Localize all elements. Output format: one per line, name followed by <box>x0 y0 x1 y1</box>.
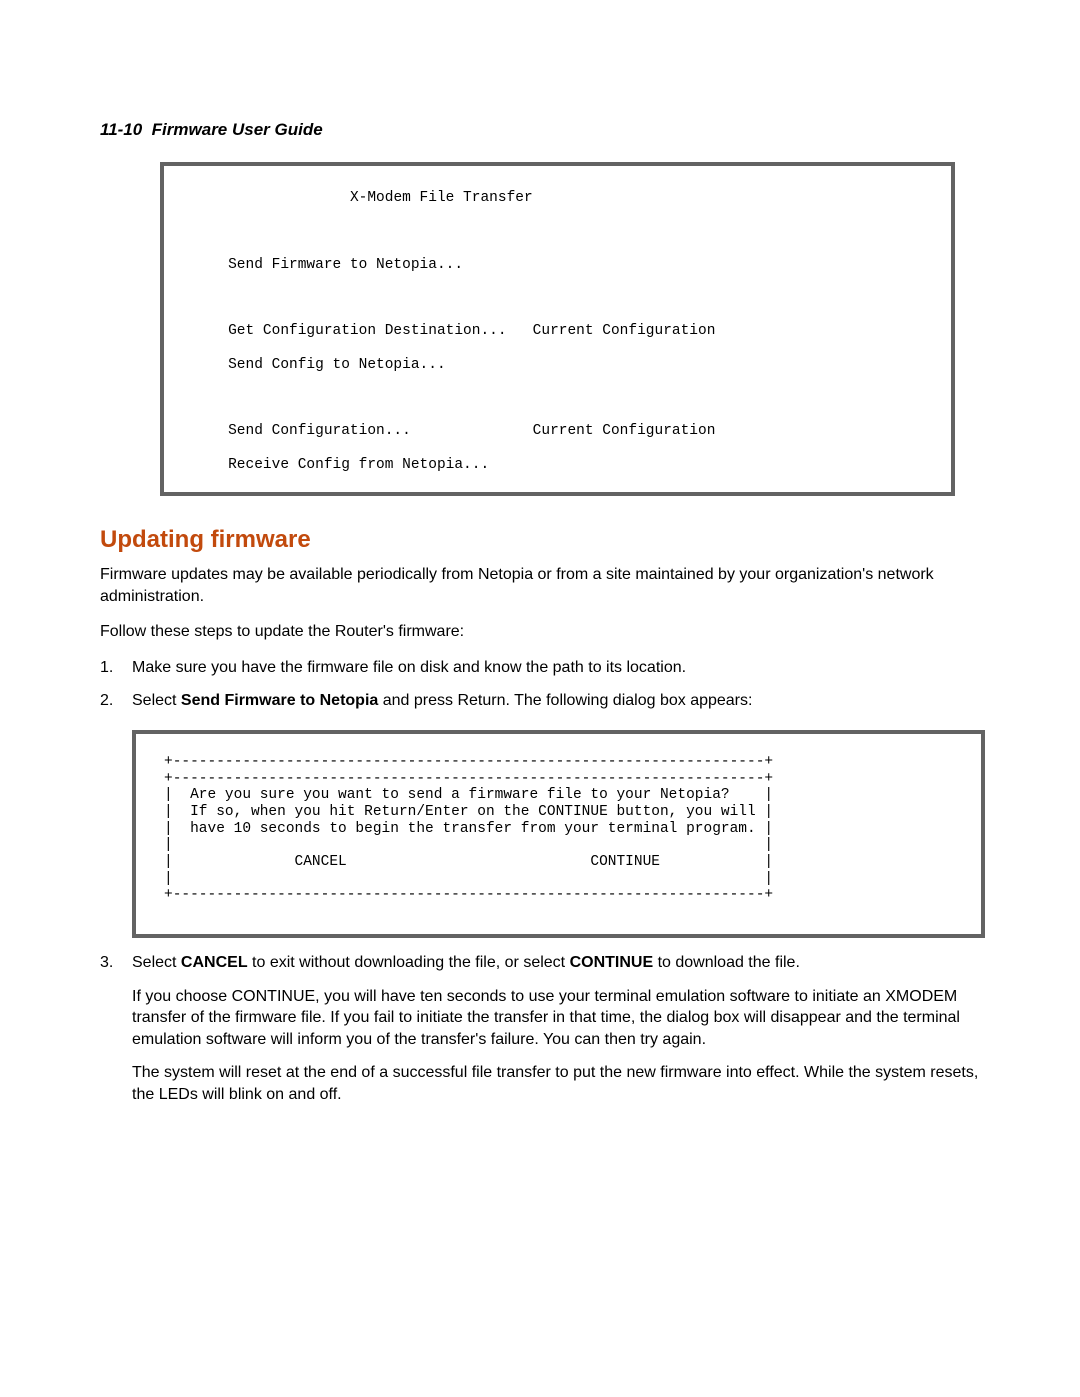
step-3: Select CANCEL to exit without downloadin… <box>100 952 985 1106</box>
dialog-blank2: | | <box>164 871 953 888</box>
dialog-buttons-line: | CANCEL CONTINUE | <box>164 854 953 871</box>
follow-paragraph: Follow these steps to update the Router'… <box>100 621 985 643</box>
dialog-blank: | | <box>164 837 953 854</box>
step-3-text-b: to exit without downloading the file, or… <box>248 954 570 971</box>
step-3-para-1: If you choose CONTINUE, you will have te… <box>132 986 985 1051</box>
dialog-border-bot: +---------------------------------------… <box>164 887 953 904</box>
terminal-line: Send Firmware to Netopia... <box>202 257 913 274</box>
terminal-blank <box>202 290 913 307</box>
step-2-bold: Send Firmware to Netopia <box>181 692 378 709</box>
step-2-text-b: and press Return. The following dialog b… <box>378 692 752 709</box>
page-ref: 11-10 <box>100 120 142 139</box>
current-config-value-1: Current Configuration <box>533 323 716 339</box>
get-config-dest-label: Get Configuration Destination... <box>228 323 506 339</box>
send-firmware-label: Send Firmware to Netopia... <box>228 257 463 273</box>
step-3-bold-continue: CONTINUE <box>570 954 654 971</box>
step-1-text: Make sure you have the firmware file on … <box>132 659 686 676</box>
step-3-text-a: Select <box>132 954 181 971</box>
terminal-blank <box>202 223 913 240</box>
receive-config-label: Receive Config from Netopia... <box>228 457 489 473</box>
dialog-line-1: | Are you sure you want to send a firmwa… <box>164 787 953 804</box>
dialog-line-3: | have 10 seconds to begin the transfer … <box>164 821 953 838</box>
step-3-para-2: The system will reset at the end of a su… <box>132 1062 985 1105</box>
section-heading: Updating firmware <box>100 526 985 554</box>
step-2-text-a: Select <box>132 692 181 709</box>
page-header: 11-10 Firmware User Guide <box>100 120 985 140</box>
step-3-bold-cancel: CANCEL <box>181 954 248 971</box>
terminal-line: Send Config to Netopia... <box>202 357 913 374</box>
dialog-border-top2: +---------------------------------------… <box>164 771 953 788</box>
terminal-xmodem: X-Modem File Transfer Send Firmware to N… <box>160 162 955 496</box>
step-2: Select Send Firmware to Netopia and pres… <box>100 690 985 938</box>
document-page: 11-10 Firmware User Guide X-Modem File T… <box>0 0 1080 1397</box>
dialog-border-top: +---------------------------------------… <box>164 754 953 771</box>
send-configuration-label: Send Configuration... <box>228 423 411 439</box>
send-config-label: Send Config to Netopia... <box>228 357 446 373</box>
steps-list: Make sure you have the firmware file on … <box>100 657 985 1106</box>
terminal-title-line: X-Modem File Transfer <box>202 190 913 207</box>
current-config-value-2: Current Configuration <box>533 423 716 439</box>
step-3-text-c: to download the file. <box>653 954 800 971</box>
terminal-dialog: +---------------------------------------… <box>132 730 985 938</box>
terminal-line: Get Configuration Destination... Current… <box>202 323 913 340</box>
terminal-line: Receive Config from Netopia... <box>202 457 913 474</box>
terminal-title: X-Modem File Transfer <box>350 190 533 206</box>
terminal-blank <box>202 390 913 407</box>
dialog-line-2: | If so, when you hit Return/Enter on th… <box>164 804 953 821</box>
intro-paragraph: Firmware updates may be available period… <box>100 564 985 607</box>
terminal-line: Send Configuration... Current Configurat… <box>202 423 913 440</box>
step-1: Make sure you have the firmware file on … <box>100 657 985 679</box>
page-title: Firmware User Guide <box>152 120 323 139</box>
